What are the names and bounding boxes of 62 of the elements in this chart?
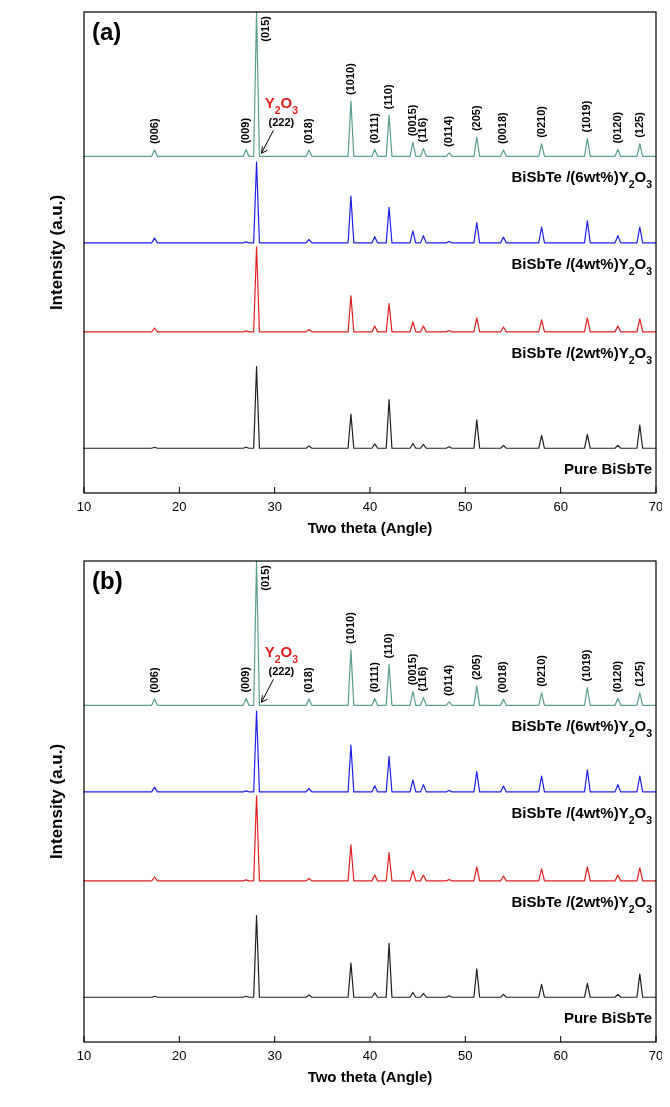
x-axis-title: Two theta (Angle) [307, 519, 433, 536]
annotation: Y$_{2}$O$_{3}$ [264, 94, 299, 117]
y-axis-title: Intensity (a.u.) [47, 194, 66, 311]
series-label: BiSbTe /(6wt%)Y$_{2}$O$_{3}$ [511, 717, 653, 740]
annotation: (0120) [610, 111, 623, 144]
annotation: (0210) [534, 105, 547, 138]
annotation: (1010) [343, 611, 356, 644]
chart-title: (b) [92, 567, 123, 594]
annotation: (0111) [367, 661, 380, 693]
annotation: (009) [238, 666, 251, 693]
annotation: (018) [301, 667, 314, 694]
annotation: (018) [301, 118, 314, 145]
annotation: (006) [147, 667, 160, 694]
annotation: (1010) [343, 62, 356, 95]
x-tick-label: 20 [172, 1048, 187, 1063]
annotation: (0015) [405, 653, 418, 686]
y-axis-title: Intensity (a.u.) [47, 743, 66, 860]
series-label: Pure BiSbTe [563, 1009, 652, 1027]
annotation: (0015) [405, 104, 418, 137]
annotation: (0114) [442, 115, 455, 147]
x-tick-label: 70 [648, 499, 664, 514]
annotation: (0120) [610, 660, 623, 693]
annotation: (015) [258, 564, 271, 591]
annotation: (205) [469, 654, 482, 681]
annotation: (0210) [534, 654, 547, 687]
series-label: Pure BiSbTe [563, 460, 652, 478]
x-axis-title: Two theta (Angle) [307, 1068, 433, 1085]
x-tick-label: 40 [362, 499, 378, 514]
x-tick-label: 30 [267, 499, 282, 514]
x-tick-label: 40 [362, 1048, 378, 1063]
annotation: (110) [381, 633, 394, 659]
annotation: (0018) [496, 660, 509, 694]
annotation: (0111) [367, 112, 380, 144]
x-tick-label: 30 [267, 1048, 282, 1063]
x-tick-label: 60 [553, 499, 568, 514]
x-tick-label: 70 [648, 1048, 664, 1063]
x-tick-label: 10 [76, 499, 92, 514]
series-label: BiSbTe /(4wt%)Y$_{2}$O$_{3}$ [511, 254, 653, 277]
annotation: (205) [469, 105, 482, 132]
annotation: (006) [147, 118, 160, 145]
series-label: BiSbTe /(6wt%)Y$_{2}$O$_{3}$ [511, 168, 653, 191]
x-tick-label: 20 [172, 499, 187, 514]
annotation: (125) [632, 660, 645, 687]
chart-title: (a) [92, 18, 122, 45]
annotation: (222) [268, 665, 295, 678]
annotation: Y$_{2}$O$_{3}$ [264, 643, 299, 666]
annotation: (125) [632, 111, 645, 138]
annotation: (110) [381, 84, 394, 110]
annotation: (0114) [442, 664, 455, 696]
annotation: (222) [268, 116, 295, 129]
x-tick-label: 50 [458, 1048, 473, 1063]
series-label: BiSbTe /(4wt%)Y$_{2}$O$_{3}$ [511, 803, 653, 826]
annotation: (009) [238, 117, 251, 144]
x-tick-label: 60 [553, 1048, 568, 1063]
series-label: BiSbTe /(2wt%)Y$_{2}$O$_{3}$ [511, 892, 653, 915]
x-tick-label: 50 [458, 499, 473, 514]
annotation: (015) [258, 15, 271, 42]
annotation: (1019) [580, 649, 593, 682]
annotation: (0018) [496, 111, 509, 145]
annotation: (1019) [580, 100, 593, 133]
series-label: BiSbTe /(2wt%)Y$_{2}$O$_{3}$ [511, 343, 653, 366]
x-tick-label: 10 [76, 1048, 92, 1063]
